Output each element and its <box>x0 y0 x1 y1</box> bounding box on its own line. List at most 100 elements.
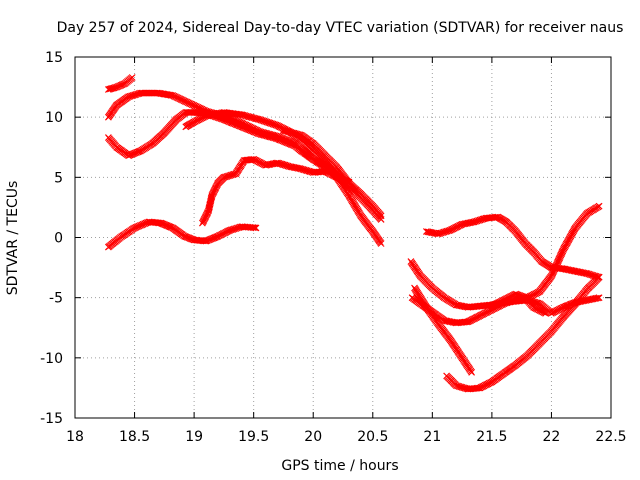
data-point <box>515 364 517 366</box>
data-point <box>207 210 209 212</box>
data-point <box>380 215 382 217</box>
data-point <box>497 216 499 218</box>
data-point <box>201 222 203 224</box>
data-point <box>128 96 130 98</box>
x-tick-label: 19 <box>185 429 203 445</box>
data-point <box>348 194 350 196</box>
data-point <box>544 312 547 314</box>
series-track-11 <box>411 284 476 376</box>
data-point <box>107 88 109 91</box>
data-point <box>515 230 517 233</box>
data-point <box>116 104 118 106</box>
data-point <box>336 167 338 169</box>
series-track-13 <box>488 290 549 317</box>
data-point <box>116 146 118 148</box>
data-point <box>550 330 553 332</box>
data-point <box>467 388 469 390</box>
data-point <box>431 287 433 289</box>
series-markers <box>104 108 385 220</box>
data-point <box>185 126 187 128</box>
data-point <box>312 143 314 145</box>
data-point <box>524 242 526 245</box>
data-point <box>473 221 475 223</box>
data-point <box>533 306 535 308</box>
data-point <box>312 150 314 152</box>
data-point <box>538 291 541 293</box>
data-point <box>255 227 257 229</box>
data-point <box>515 299 517 301</box>
data-point <box>524 297 526 299</box>
data-point <box>503 299 505 301</box>
data-point <box>586 212 588 214</box>
data-point <box>312 171 314 174</box>
series-track-3 <box>104 108 385 220</box>
data-point <box>217 182 219 184</box>
data-point <box>425 306 427 308</box>
series-markers <box>104 74 136 93</box>
y-tick-label: -15 <box>40 411 63 427</box>
data-point <box>348 181 350 183</box>
data-point <box>205 240 207 242</box>
data-point <box>128 155 130 157</box>
y-axis-label: SDTVAR / TECUs <box>5 181 21 296</box>
data-point <box>410 261 412 263</box>
data-point <box>419 275 421 277</box>
x-tick-label: 19.5 <box>238 429 269 445</box>
data-point <box>538 342 541 344</box>
data-point <box>294 145 296 147</box>
series-track-1 <box>104 74 136 93</box>
y-tick-label: 15 <box>45 50 63 66</box>
data-point <box>443 319 445 322</box>
data-point <box>562 268 565 270</box>
data-point <box>479 387 481 389</box>
data-point <box>223 176 225 178</box>
data-point <box>259 133 261 135</box>
x-tick-label: 20 <box>304 429 322 445</box>
data-point <box>148 221 150 223</box>
y-tick-label: -5 <box>49 291 63 307</box>
data-point <box>598 276 600 278</box>
data-point <box>229 229 231 231</box>
data-point <box>172 227 174 229</box>
data-point <box>217 235 219 237</box>
data-point <box>455 304 457 306</box>
data-point <box>533 251 535 253</box>
data-point <box>411 297 413 299</box>
data-point <box>119 236 121 239</box>
data-point <box>562 248 565 251</box>
x-tick-label: 18.5 <box>119 429 150 445</box>
series-markers <box>443 273 603 393</box>
data-point <box>175 119 177 121</box>
series-markers <box>104 218 260 251</box>
data-point <box>372 230 374 233</box>
data-point <box>163 132 165 134</box>
y-tick-label: 0 <box>54 231 63 247</box>
series-track-6 <box>198 155 353 227</box>
grid-lines <box>75 57 611 418</box>
data-point <box>574 227 576 229</box>
data-point <box>485 217 487 219</box>
data-point <box>241 226 243 228</box>
data-point <box>253 158 255 160</box>
data-point <box>461 223 463 225</box>
data-point <box>443 297 445 299</box>
data-point <box>437 233 439 235</box>
data-point <box>380 218 382 220</box>
data-point <box>538 303 541 305</box>
data-point <box>562 306 565 308</box>
data-point <box>312 158 314 160</box>
data-point <box>586 273 588 275</box>
data-point <box>380 242 382 245</box>
x-axis-label: GPS time / hours <box>281 458 398 474</box>
x-tick-label: 22 <box>543 429 561 445</box>
data-point <box>124 82 126 85</box>
data-point <box>479 305 481 307</box>
data-point <box>360 193 362 195</box>
data-point <box>157 92 159 94</box>
data-point <box>193 239 195 241</box>
series-track-12 <box>443 273 603 393</box>
data-point <box>131 76 133 79</box>
data-point <box>461 357 463 359</box>
data-point <box>300 150 302 152</box>
